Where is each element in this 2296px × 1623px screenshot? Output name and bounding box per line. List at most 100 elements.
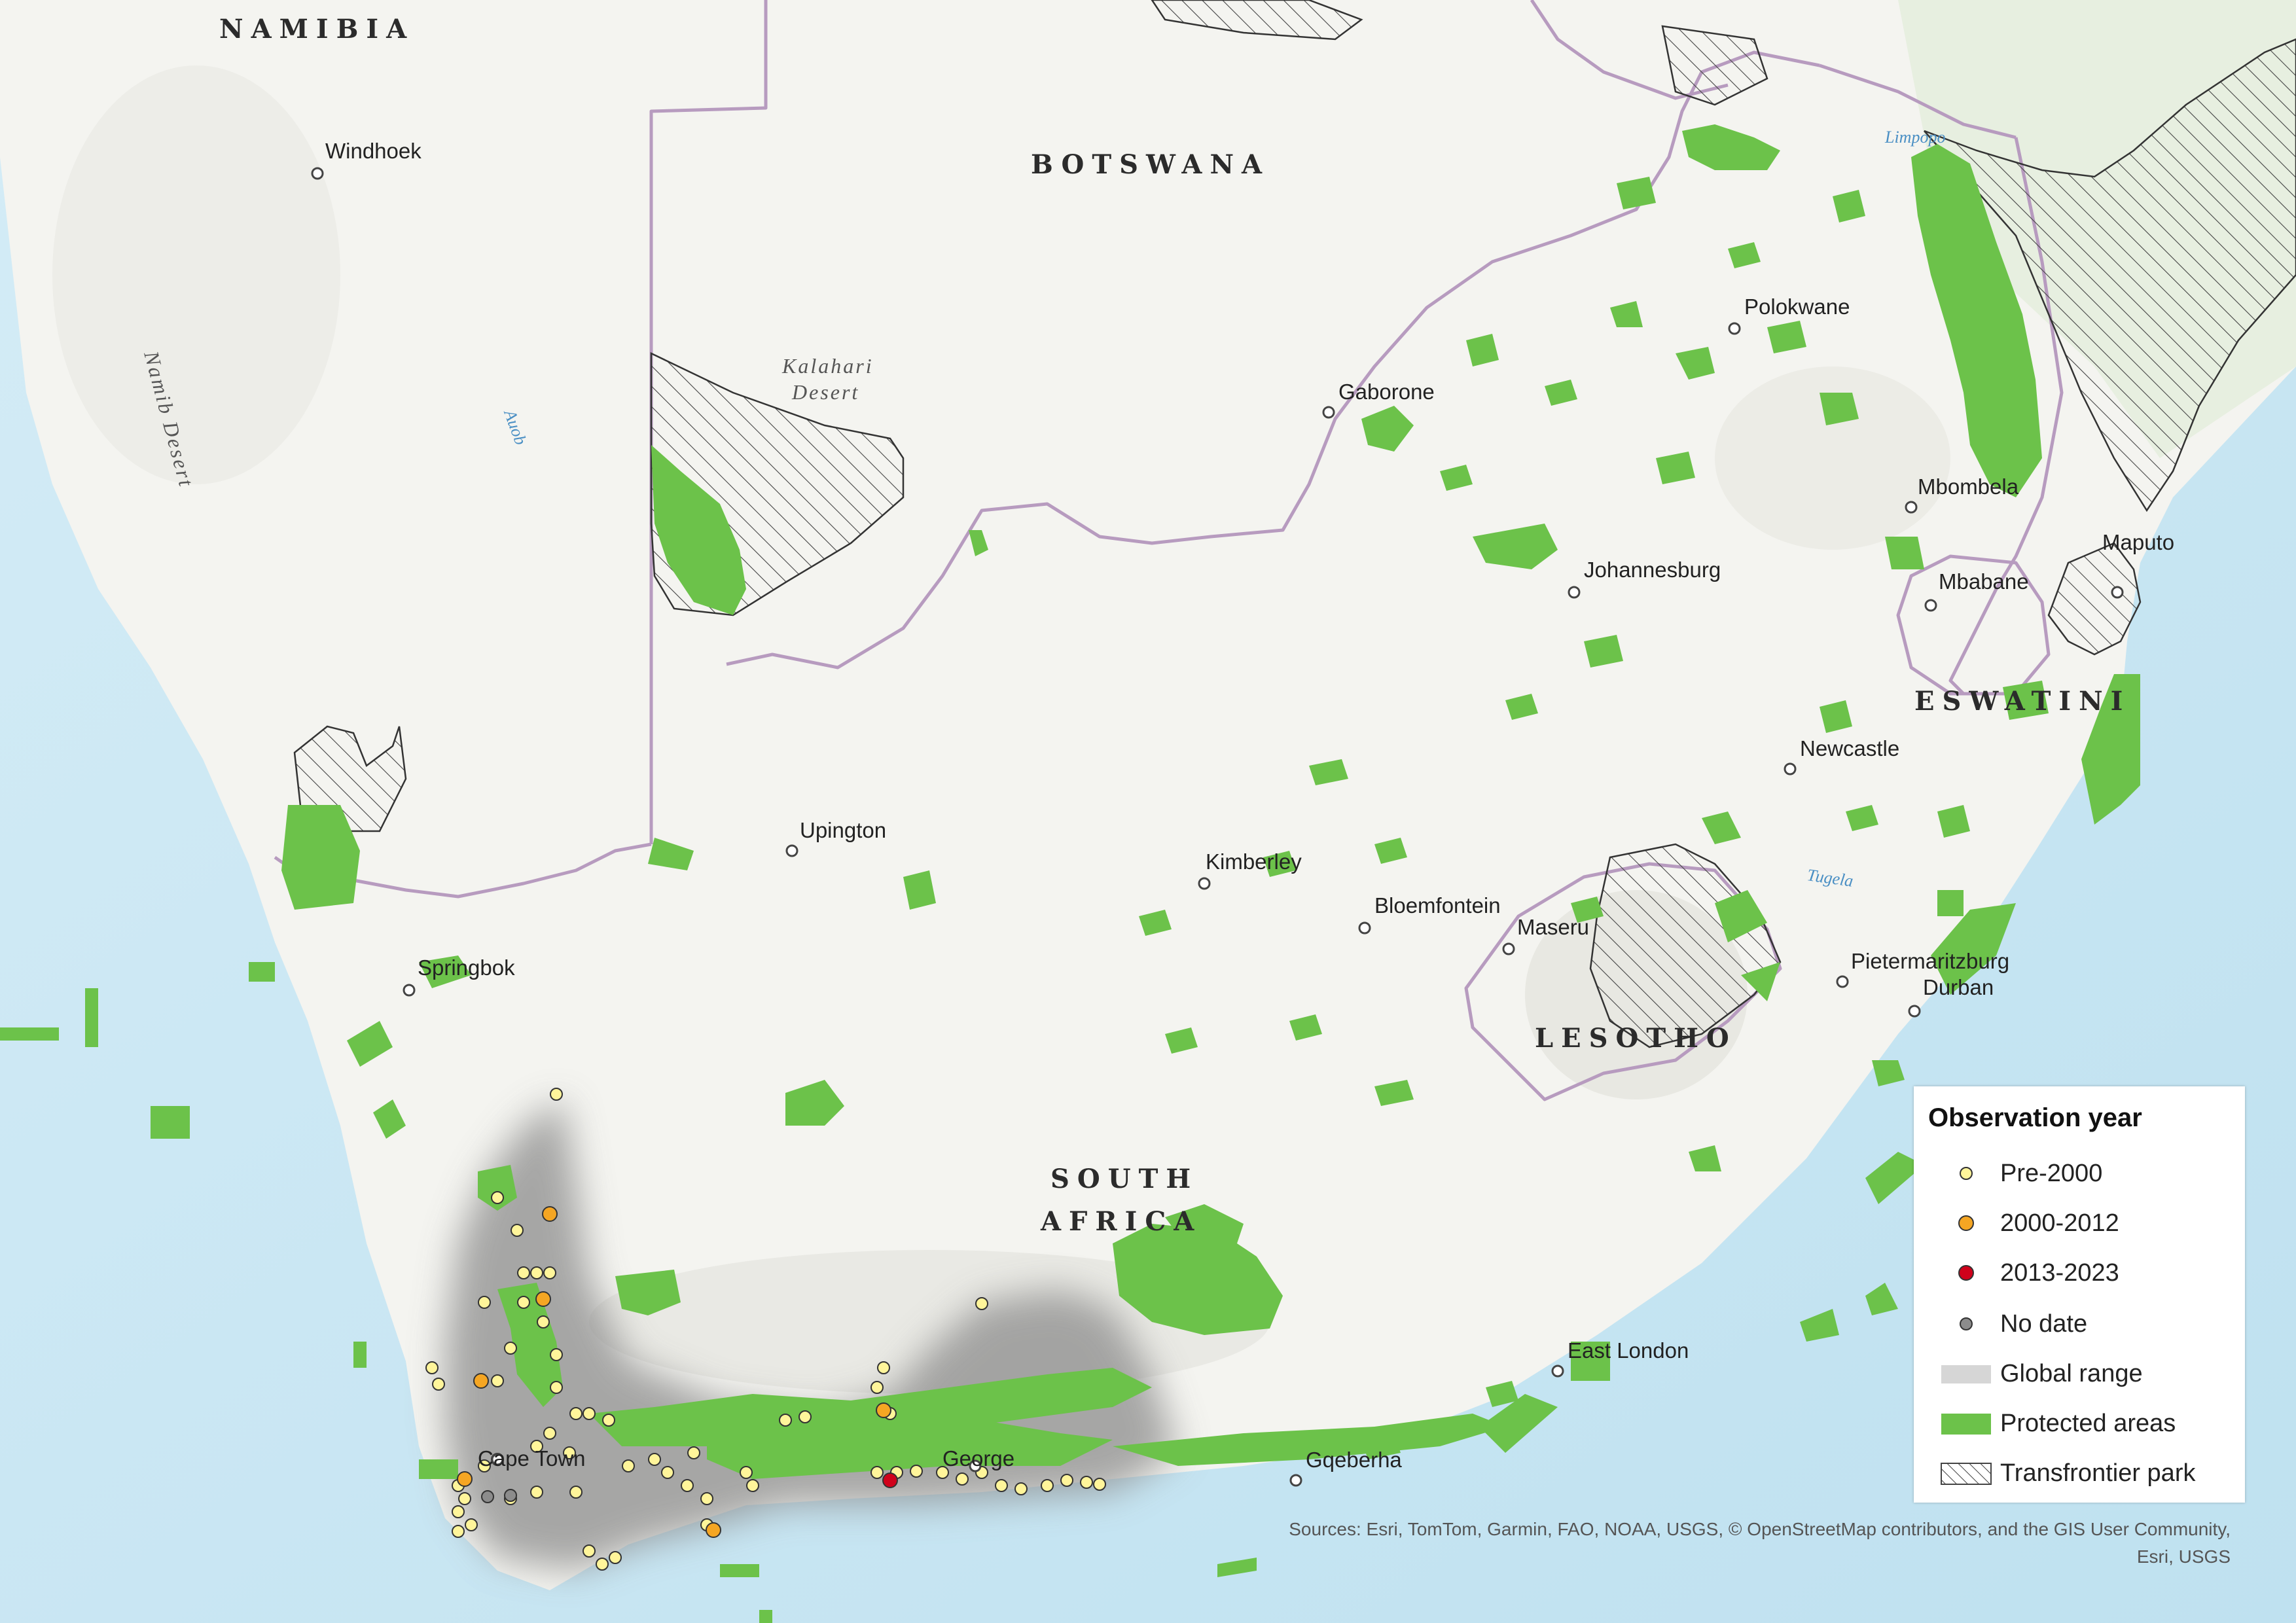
country-label-eswatini: ESWATINI (1914, 686, 2130, 717)
obs-point-pre2000[interactable] (550, 1381, 563, 1394)
orange-dot-icon (1958, 1215, 1974, 1231)
obs-point-pre2000[interactable] (537, 1315, 550, 1329)
obs-point-2000-2012[interactable] (876, 1402, 891, 1418)
city-marker-newcastle (1784, 762, 1797, 776)
obs-point-pre2000[interactable] (491, 1374, 504, 1387)
obs-point-pre2000[interactable] (517, 1296, 530, 1309)
grey-swatch-icon (1941, 1365, 1991, 1383)
observation-points[interactable] (425, 1088, 1106, 1571)
obs-point-pre2000[interactable] (798, 1410, 812, 1423)
city-label-east-london: East London (1568, 1338, 1689, 1363)
obs-point-pre2000[interactable] (452, 1525, 465, 1538)
obs-point-pre2000[interactable] (956, 1472, 969, 1486)
obs-point-pre2000[interactable] (609, 1551, 622, 1564)
obs-point-pre2000[interactable] (465, 1518, 478, 1531)
obs-point-2000-2012[interactable] (706, 1522, 721, 1538)
obs-point-pre2000[interactable] (543, 1266, 556, 1279)
city-marker-polokwane (1728, 322, 1741, 335)
obs-point-pre2000[interactable] (700, 1492, 713, 1505)
city-marker-maseru (1502, 942, 1515, 955)
obs-point-pre2000[interactable] (517, 1266, 530, 1279)
obs-point-pre2000[interactable] (530, 1266, 543, 1279)
obs-point-pre2000[interactable] (569, 1486, 583, 1499)
protected-areas (0, 124, 2140, 1623)
obs-point-2000-2012[interactable] (473, 1373, 489, 1389)
obs-point-pre2000[interactable] (491, 1191, 504, 1204)
legend-item-pre2000: Pre-2000 (1927, 1154, 2234, 1194)
legend-label-pre2000: Pre-2000 (2000, 1160, 2103, 1187)
city-markers (311, 167, 2124, 1487)
obs-point-pre2000[interactable] (550, 1088, 563, 1101)
obs-point-pre2000[interactable] (550, 1348, 563, 1361)
obs-point-pre2000[interactable] (687, 1446, 700, 1459)
obs-point-pre2000[interactable] (596, 1558, 609, 1571)
city-label-gqeberha: Gqeberha (1306, 1448, 1402, 1472)
obs-point-pre2000[interactable] (622, 1459, 635, 1472)
city-marker-durban (1908, 1005, 1921, 1018)
obs-point-pre2000[interactable] (740, 1466, 753, 1479)
obs-point-pre2000[interactable] (478, 1459, 491, 1472)
obs-point-pre2000[interactable] (583, 1544, 596, 1558)
city-marker-mbombela (1905, 501, 1918, 514)
obs-point-2013-2023[interactable] (882, 1472, 898, 1488)
legend-label-global-range: Global range (2000, 1360, 2143, 1387)
obs-point-pre2000[interactable] (1060, 1474, 1073, 1487)
obs-point-pre2000[interactable] (583, 1407, 596, 1420)
obs-point-pre2000[interactable] (563, 1446, 576, 1459)
obs-point-pre2000[interactable] (569, 1407, 583, 1420)
desert-label-kalahari-line1: Kalahari (781, 354, 874, 378)
obs-point-pre2000[interactable] (452, 1505, 465, 1518)
obs-point-pre2000[interactable] (1093, 1478, 1106, 1491)
city-marker-gqeberha (1289, 1474, 1302, 1487)
legend-label-transfrontier-park: Transfrontier park (2000, 1459, 2196, 1487)
relief-shade (52, 65, 340, 484)
obs-point-pre2000[interactable] (681, 1479, 694, 1492)
obs-point-pre2000[interactable] (530, 1486, 543, 1499)
obs-point-pre2000[interactable] (504, 1342, 517, 1355)
city-marker-cape-town (491, 1453, 504, 1466)
city-label-kimberley: Kimberley (1206, 849, 1302, 874)
obs-point-pre2000[interactable] (870, 1381, 884, 1394)
obs-point-pre2000[interactable] (1014, 1482, 1028, 1495)
obs-point-pre2000[interactable] (877, 1361, 890, 1374)
obs-point-pre2000[interactable] (602, 1414, 615, 1427)
hatched-swatch-icon (1941, 1463, 1992, 1485)
legend: Observation year Pre-2000 2000-2012 2013… (1914, 1086, 2245, 1503)
city-label-polokwane: Polokwane (1744, 294, 1850, 319)
city-marker-maputo (2111, 586, 2124, 599)
obs-point-pre2000[interactable] (1041, 1479, 1054, 1492)
city-marker-mbabane (1924, 599, 1937, 612)
city-label-cape-town: Cape Town (478, 1446, 586, 1471)
obs-point-pre2000[interactable] (661, 1466, 674, 1479)
obs-point-pre2000[interactable] (936, 1466, 949, 1479)
obs-point-pre2000[interactable] (425, 1361, 439, 1374)
obs-point-pre2000[interactable] (478, 1296, 491, 1309)
obs-point-pre2000[interactable] (779, 1414, 792, 1427)
obs-point-pre2000[interactable] (511, 1224, 524, 1237)
city-marker-gaborone (1322, 406, 1335, 419)
obs-point-pre2000[interactable] (648, 1453, 661, 1466)
obs-point-pre2000[interactable] (746, 1479, 759, 1492)
obs-point-pre2000[interactable] (1080, 1476, 1093, 1489)
legend-item-no-date: No date (1927, 1305, 2234, 1344)
obs-point-2000-2012[interactable] (542, 1206, 558, 1222)
legend-item-transfrontier-park: Transfrontier park (1927, 1454, 2234, 1493)
city-label-gaborone: Gaborone (1338, 380, 1435, 404)
obs-point-pre2000[interactable] (910, 1465, 923, 1478)
obs-point-pre2000[interactable] (432, 1378, 445, 1391)
country-label-south-africa-line2: AFRICA (1040, 1206, 1202, 1237)
obs-point-2000-2012[interactable] (535, 1291, 551, 1307)
obs-point-pre2000[interactable] (975, 1297, 988, 1310)
obs-point-pre2000[interactable] (530, 1440, 543, 1453)
city-marker-pietermaritzburg (1836, 975, 1849, 988)
obs-point-2000-2012[interactable] (457, 1471, 473, 1487)
obs-point-no-date[interactable] (504, 1489, 517, 1502)
obs-point-pre2000[interactable] (870, 1466, 884, 1479)
legend-label-no-date: No date (2000, 1310, 2088, 1338)
obs-point-pre2000[interactable] (995, 1479, 1008, 1492)
obs-point-pre2000[interactable] (458, 1492, 471, 1505)
red-dot-icon (1958, 1265, 1974, 1281)
obs-point-pre2000[interactable] (543, 1427, 556, 1440)
obs-point-no-date[interactable] (481, 1490, 494, 1503)
